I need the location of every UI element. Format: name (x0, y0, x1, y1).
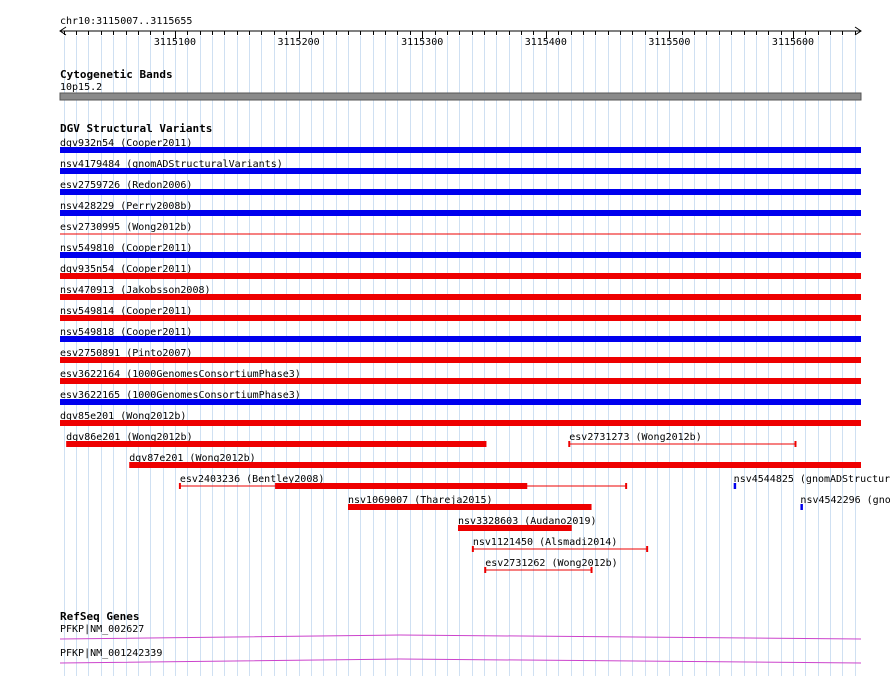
sv-feature[interactable]: esv2403236 (Bentley2008) (178, 474, 628, 489)
sv-feature[interactable]: dgv87e201 (Wong2012b) (129, 453, 861, 468)
sv-feature[interactable]: esv2750891 (Pinto2007) (60, 348, 861, 363)
gene-label-nm-001242339[interactable]: PFKP|NM_001242339 (60, 648, 162, 659)
sv-feature-bar[interactable] (60, 168, 861, 174)
cytoband-track-title: Cytogenetic Bands (60, 68, 173, 81)
sv-feature-bar[interactable] (60, 420, 861, 426)
sv-feature-bar[interactable] (800, 504, 803, 510)
sv-feature[interactable]: esv3622164 (1000GenomesConsortiumPhase3) (60, 369, 861, 384)
sv-feature-label[interactable]: nsv1069007 (Thareja2015) (348, 495, 493, 506)
sv-feature-label[interactable]: esv3622164 (1000GenomesConsortiumPhase3) (60, 369, 301, 380)
sv-feature-label[interactable]: dgv932n54 (Cooper2011) (60, 138, 192, 149)
sv-feature[interactable]: nsv1069007 (Thareja2015) (348, 495, 592, 510)
sv-feature[interactable]: dgv85e201 (Wong2012b) (60, 411, 861, 426)
ruler-ticks: 3115100 3115200 3115300 3115400 3115500 31156… (59, 26, 862, 48)
sv-feature[interactable]: dgv932n54 (Cooper2011) (60, 138, 861, 153)
sv-feature-label[interactable]: nsv4544825 (gnomADStructuralVariants) (734, 474, 890, 485)
sv-feature[interactable]: nsv428229 (Perry2008b) (60, 201, 861, 216)
refseq-track: RefSeq Genes PFKP|NM_002627 PFKP|NM_0012… (59, 610, 862, 664)
sv-feature-label[interactable]: esv2759726 (Redon2006) (60, 180, 192, 191)
sv-feature-label[interactable]: dgv87e201 (Wong2012b) (129, 453, 255, 464)
ruler: chr10:3115007..3115655 3115100 3115200 311… (59, 16, 862, 48)
sv-feature-label[interactable]: esv2730995 (Wong2012b) (60, 222, 192, 233)
sv-feature-label[interactable]: nsv4179484 (gnomADStructuralVariants) (60, 159, 283, 170)
sv-feature[interactable]: dgv935n54 (Cooper2011) (60, 264, 861, 279)
sv-feature-label[interactable]: nsv428229 (Perry2008b) (60, 201, 192, 212)
sv-feature[interactable]: nsv549814 (Cooper2011) (60, 306, 861, 321)
sv-feature-bar[interactable] (60, 399, 861, 405)
ruler-tick-label: 3115400 (525, 37, 567, 48)
sv-feature-label[interactable]: dgv935n54 (Cooper2011) (60, 264, 192, 275)
sv-feature-label[interactable]: nsv549814 (Cooper2011) (60, 306, 192, 317)
cytoband-bar[interactable] (59, 92, 862, 101)
sv-feature-bar[interactable] (66, 441, 487, 447)
ruler-tick-label: 3115300 (401, 37, 443, 48)
sv-feature[interactable]: esv3622165 (1000GenomesConsortiumPhase3) (60, 390, 861, 405)
sv-feature-bar[interactable] (348, 504, 592, 510)
sv-feature-bar[interactable] (275, 483, 528, 489)
sv-feature-bar[interactable] (60, 273, 861, 279)
sv-feature-label[interactable]: esv2403236 (Bentley2008) (180, 474, 325, 485)
sv-feature-label[interactable]: nsv3328603 (Audano2019) (458, 516, 596, 527)
sv-feature-label[interactable]: nsv1121450 (Alsmadi2014) (473, 537, 617, 548)
sv-feature-bar[interactable] (60, 147, 861, 153)
sv-feature-bar[interactable] (60, 294, 861, 300)
dgv-track-title: DGV Structural Variants (60, 122, 212, 135)
sv-feature-label[interactable]: nsv470913 (Jakobsson2008) (60, 285, 211, 296)
ruler-tick-label: 3115600 (772, 37, 814, 48)
sv-feature-bar[interactable] (60, 252, 861, 258)
sv-feature-label[interactable]: nsv549818 (Cooper2011) (60, 327, 192, 338)
sv-feature[interactable]: nsv4542296 (gnomADStructuralVariants) (800, 495, 890, 510)
ruler-tick-label: 3115200 (277, 37, 319, 48)
sv-feature-bar[interactable] (60, 336, 861, 342)
sv-feature-bar[interactable] (60, 378, 861, 384)
sv-feature[interactable]: nsv4544825 (gnomADStructuralVariants) (733, 474, 890, 489)
sv-feature-label[interactable]: esv2731262 (Wong2012b) (485, 558, 617, 569)
sv-feature-bar[interactable] (129, 462, 861, 468)
sv-feature[interactable]: nsv549810 (Cooper2011) (60, 243, 861, 258)
sv-feature-label[interactable]: nsv4542296 (gnomADStructuralVariants) (800, 495, 890, 506)
ruler-tick-label: 3115500 (648, 37, 690, 48)
sv-feature-bar[interactable] (458, 525, 572, 531)
gene-model-nm-001242339[interactable] (59, 658, 862, 664)
sv-feature-label[interactable]: esv2750891 (Pinto2007) (60, 348, 192, 359)
sv-feature-bar[interactable] (60, 315, 861, 321)
gene-model-nm-002627[interactable] (59, 634, 862, 640)
sv-feature-bar[interactable] (60, 189, 861, 195)
sv-feature-bar[interactable] (733, 483, 737, 489)
refseq-track-title: RefSeq Genes (60, 610, 139, 623)
sv-feature-bar[interactable] (60, 210, 861, 216)
sv-feature[interactable]: esv2731273 (Wong2012b) (568, 432, 797, 447)
sv-feature[interactable]: nsv4179484 (gnomADStructuralVariants) (60, 159, 861, 174)
gene-label-nm-002627[interactable]: PFKP|NM_002627 (60, 624, 144, 635)
sv-feature[interactable]: esv2731262 (Wong2012b) (484, 558, 618, 573)
cytoband-label: 10p15.2 (60, 82, 102, 93)
sv-feature[interactable]: nsv470913 (Jakobsson2008) (60, 285, 861, 300)
ruler-right-arrow-icon (854, 26, 862, 36)
vertical-grid (64, 36, 856, 676)
sv-feature[interactable]: nsv3328603 (Audano2019) (458, 516, 597, 531)
sv-feature[interactable]: nsv549818 (Cooper2011) (60, 327, 861, 342)
dgv-track: DGV Structural Variants dgv932n54 (Coope… (60, 122, 890, 573)
sv-feature-bar[interactable] (60, 357, 861, 363)
sv-feature-label[interactable]: dgv86e201 (Wong2012b) (66, 432, 192, 443)
sv-feature-label[interactable]: esv3622165 (1000GenomesConsortiumPhase3) (60, 390, 301, 401)
sv-feature[interactable]: nsv1121450 (Alsmadi2014) (471, 537, 649, 552)
ruler-tick-label: 3115100 (154, 37, 196, 48)
sv-feature-label[interactable]: dgv85e201 (Wong2012b) (60, 411, 186, 422)
region-label: chr10:3115007..3115655 (60, 16, 192, 27)
sv-feature-label[interactable]: esv2731273 (Wong2012b) (569, 432, 701, 443)
sv-feature[interactable]: esv2730995 (Wong2012b) (60, 222, 861, 235)
dgv-features: dgv932n54 (Cooper2011) nsv4179484 (gnomAD… (60, 138, 890, 573)
cytoband-track[interactable]: Cytogenetic Bands 10p15.2 (59, 68, 862, 101)
sv-feature[interactable]: esv2759726 (Redon2006) (60, 180, 861, 195)
sv-feature-label[interactable]: nsv549810 (Cooper2011) (60, 243, 192, 254)
sv-feature[interactable]: dgv86e201 (Wong2012b) (66, 432, 487, 447)
